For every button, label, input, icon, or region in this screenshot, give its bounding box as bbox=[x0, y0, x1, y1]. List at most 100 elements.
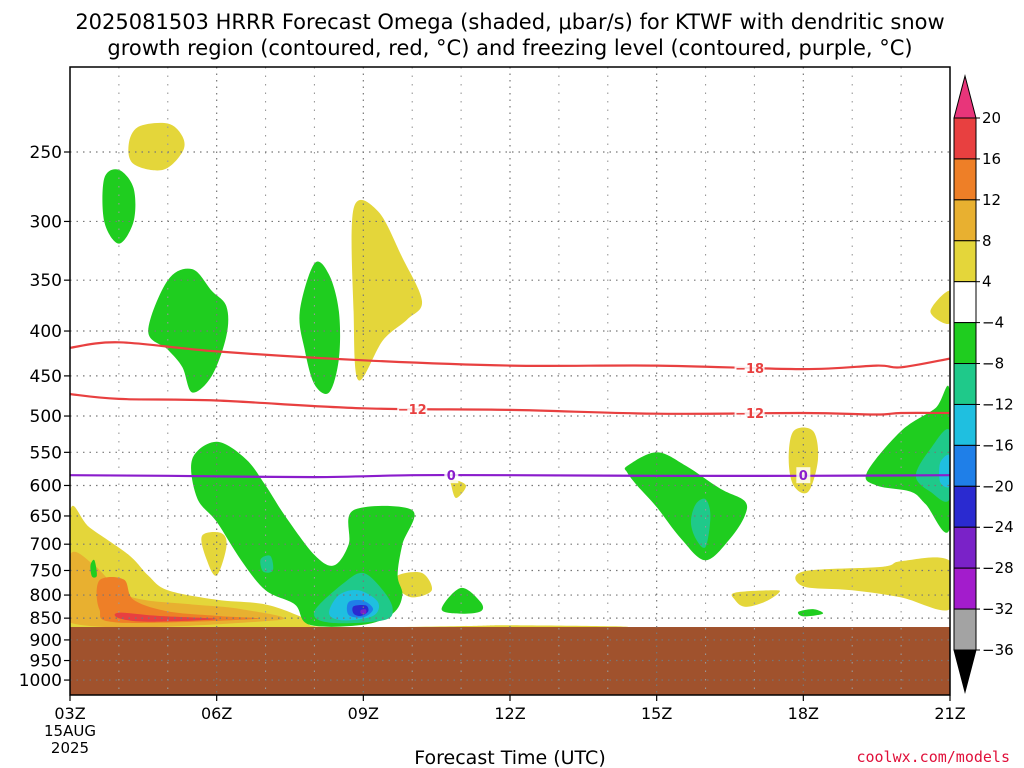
omega-region-8 bbox=[795, 557, 950, 611]
colorbar-swatch-7 bbox=[953, 403, 977, 446]
omega-region-21 bbox=[90, 559, 97, 578]
y-tick-label-800: 800 bbox=[30, 586, 62, 606]
contour-label-layer: −18 −12 −12 0 0 bbox=[397, 360, 811, 484]
colorbar-label-6: −8 bbox=[982, 355, 1004, 373]
omega-region-0 bbox=[128, 122, 185, 171]
colorbar-extend-bottom bbox=[953, 649, 977, 694]
colorbar-label-8: −16 bbox=[982, 436, 1014, 454]
terrain-layer bbox=[70, 627, 950, 695]
omega-region-25 bbox=[260, 555, 274, 573]
y-tick-label-650: 650 bbox=[30, 507, 62, 527]
contour-line-0 bbox=[70, 341, 950, 371]
y-tick-label-700: 700 bbox=[30, 535, 62, 555]
contour-label-0: −18 bbox=[735, 362, 764, 377]
x-axis-label: Forecast Time (UTC) bbox=[414, 747, 605, 768]
omega-region-5 bbox=[201, 532, 227, 576]
colorbar-label-9: −20 bbox=[982, 477, 1014, 495]
omega-region-12 bbox=[114, 612, 217, 622]
colorbar-swatch-6 bbox=[953, 363, 977, 405]
colorbar-label-10: −24 bbox=[982, 518, 1014, 536]
omega-region-18 bbox=[624, 452, 748, 561]
colorbar-label-12: −32 bbox=[982, 600, 1014, 618]
x-tick-label-5: 18Z bbox=[788, 704, 819, 723]
x-tick-label-3: 12Z bbox=[494, 704, 525, 723]
x-tick-label-4: 15Z bbox=[641, 704, 672, 723]
y-tick-label-500: 500 bbox=[30, 407, 62, 427]
colorbar-swatch-12 bbox=[953, 608, 977, 651]
y-tick-label-850: 850 bbox=[30, 609, 62, 629]
omega-region-15 bbox=[299, 261, 341, 394]
omega-region-9 bbox=[70, 505, 629, 636]
omega-region-4 bbox=[450, 479, 467, 498]
y-tick-label-550: 550 bbox=[30, 443, 62, 463]
omega-region-11 bbox=[96, 576, 260, 624]
colorbar-swatch-5 bbox=[953, 322, 977, 365]
colorbar-label-13: −36 bbox=[982, 641, 1014, 659]
colorbar-swatch-1 bbox=[953, 158, 977, 201]
contour-label-bg-4 bbox=[796, 467, 811, 484]
contour-label-2: −12 bbox=[735, 407, 764, 422]
chart-title-line-1: 2025081503 HRRR Forecast Omega (shaded, … bbox=[75, 10, 944, 34]
contour-label-bg-3 bbox=[444, 467, 459, 484]
x-date-label-1: 2025 bbox=[51, 739, 89, 757]
y-tick-label-600: 600 bbox=[30, 476, 62, 496]
colorbar-extend-top bbox=[953, 74, 977, 119]
omega-region-2 bbox=[930, 290, 950, 325]
chart-title-line-2: growth region (contoured, red, °C) and f… bbox=[107, 36, 912, 60]
omega-region-1 bbox=[351, 199, 423, 381]
omega-region-6 bbox=[395, 572, 433, 598]
x-tick-label-0: 03Z bbox=[54, 704, 85, 723]
y-tick-label-350: 350 bbox=[30, 271, 62, 291]
y-tick-label-750: 750 bbox=[30, 561, 62, 581]
omega-shading-layer bbox=[70, 122, 950, 636]
colorbar-label-11: −28 bbox=[982, 559, 1014, 577]
colorbar-label-5: −4 bbox=[982, 314, 1004, 332]
colorbar-label-0: 20 bbox=[982, 109, 1001, 127]
colorbar: 20 16 12 8 4 −4 −8 −12 −16 −20 −24 −28 −32 −36 bbox=[953, 74, 1014, 694]
contour-label-bg-0 bbox=[734, 360, 765, 377]
contour-label-1: −12 bbox=[398, 403, 427, 418]
omega-region-30 bbox=[360, 609, 367, 615]
y-tick-label-900: 900 bbox=[30, 631, 62, 651]
omega-region-27 bbox=[939, 454, 950, 488]
colorbar-swatch-4 bbox=[953, 281, 977, 324]
colorbar-swatch-0 bbox=[953, 117, 977, 160]
omega-region-17 bbox=[441, 587, 484, 614]
colorbar-swatch-3 bbox=[953, 240, 977, 283]
y-tick-label-450: 450 bbox=[30, 367, 62, 387]
omega-region-19 bbox=[797, 609, 824, 617]
colorbar-label-3: 8 bbox=[982, 232, 992, 250]
omega-region-7 bbox=[731, 590, 780, 607]
omega-region-20 bbox=[865, 385, 950, 533]
credit-link[interactable]: coolwx.com/models bbox=[856, 748, 1010, 766]
omega-region-13 bbox=[102, 169, 136, 244]
plot-area: −18 −12 −12 0 0 bbox=[70, 67, 950, 695]
contour-label-bg-1 bbox=[397, 401, 428, 418]
y-tick-label-1000: 1000 bbox=[19, 671, 62, 691]
contour-label-3: 0 bbox=[447, 469, 456, 484]
colorbar-label-7: −12 bbox=[982, 395, 1014, 413]
contour-line-1 bbox=[70, 393, 950, 416]
axis-layer: 2503003504004505005506006507007508008509… bbox=[19, 143, 966, 757]
x-tick-label-1: 06Z bbox=[201, 704, 232, 723]
omega-region-3 bbox=[788, 427, 819, 494]
contour-label-bg-2 bbox=[734, 404, 765, 421]
contour-label-4: 0 bbox=[799, 469, 808, 484]
colorbar-label-1: 16 bbox=[982, 150, 1001, 168]
colorbar-swatch-9 bbox=[953, 485, 977, 528]
x-tick-label-6: 21Z bbox=[934, 704, 965, 723]
x-date-label-0: 15AUG bbox=[44, 722, 96, 740]
y-tick-label-950: 950 bbox=[30, 652, 62, 672]
y-tick-label-250: 250 bbox=[30, 143, 62, 163]
colorbar-swatch-11 bbox=[953, 567, 977, 610]
colorbar-swatch-8 bbox=[953, 444, 977, 487]
y-tick-label-400: 400 bbox=[30, 322, 62, 342]
colorbar-swatch-10 bbox=[953, 526, 977, 569]
colorbar-label-4: 4 bbox=[982, 273, 992, 291]
colorbar-label-2: 12 bbox=[982, 191, 1001, 209]
x-tick-label-2: 09Z bbox=[348, 704, 379, 723]
colorbar-swatch-2 bbox=[953, 199, 977, 242]
y-tick-label-300: 300 bbox=[30, 212, 62, 232]
terrain-fill bbox=[70, 627, 950, 695]
